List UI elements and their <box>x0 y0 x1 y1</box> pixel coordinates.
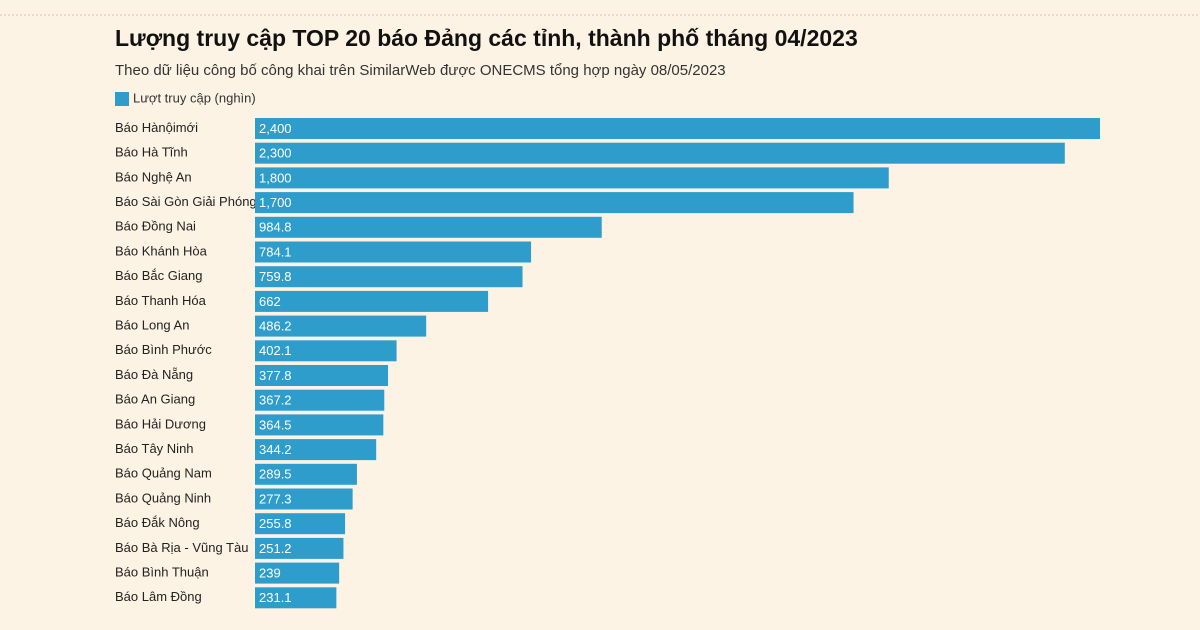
category-label: Báo Đắk Nông <box>115 515 200 530</box>
bar <box>255 315 427 337</box>
value-label: 289.5 <box>259 467 292 482</box>
category-label: Báo Thanh Hóa <box>115 293 207 308</box>
bar <box>255 488 353 510</box>
chart-title: Lượng truy cập TOP 20 báo Đảng các tỉnh,… <box>115 25 858 51</box>
category-label: Báo Long An <box>115 318 189 333</box>
category-label: Báo Quảng Nam <box>115 466 212 481</box>
bar <box>255 192 854 214</box>
value-label: 239 <box>259 566 281 581</box>
plot-area: Báo Hànộimới 2,400 Báo Hà Tĩnh 2,300 Báo Ngh… <box>115 118 1100 609</box>
category-label: Báo Tây Ninh <box>115 441 194 456</box>
value-label: 759.8 <box>259 269 292 284</box>
bar <box>255 290 489 312</box>
category-label: Báo Quảng Ninh <box>115 490 211 505</box>
category-label: Báo Hànộimới <box>115 120 198 135</box>
bar <box>255 167 889 189</box>
value-label: 984.8 <box>259 220 292 235</box>
bar <box>255 340 397 362</box>
category-label: Báo Lâm Đồng <box>115 589 202 604</box>
category-label: Báo Bình Thuận <box>115 565 209 580</box>
value-label: 377.8 <box>259 368 292 383</box>
bar <box>255 513 346 535</box>
bar <box>255 414 384 436</box>
category-label: Báo Đà Nẵng <box>115 367 193 382</box>
value-label: 344.2 <box>259 442 292 457</box>
category-label: Báo Bắc Giang <box>115 268 202 283</box>
bar <box>255 562 340 584</box>
value-label: 662 <box>259 294 281 309</box>
bar <box>255 142 1065 164</box>
bar <box>255 118 1100 139</box>
value-label: 784.1 <box>259 244 292 259</box>
category-label: Báo Bà Rịa - Vũng Tàu <box>115 540 248 555</box>
bar <box>255 463 357 485</box>
value-label: 364.5 <box>259 417 292 432</box>
category-label: Báo Đồng Nai <box>115 219 196 234</box>
legend-label: Lượt truy cập (nghìn) <box>133 90 256 105</box>
category-label: Báo Khánh Hòa <box>115 243 208 258</box>
category-label: Báo Nghệ An <box>115 169 192 184</box>
value-label: 1,800 <box>259 170 292 185</box>
bar <box>255 216 602 238</box>
bar <box>255 365 389 386</box>
category-label: Báo Bình Phước <box>115 342 212 357</box>
value-label: 231.1 <box>259 590 292 605</box>
value-label: 2,400 <box>259 121 292 136</box>
bar <box>255 266 523 288</box>
category-label: Báo Hà Tĩnh <box>115 145 188 160</box>
value-label: 251.2 <box>259 541 292 556</box>
chart-subtitle: Theo dữ liệu công bố công khai trên Simi… <box>115 62 726 79</box>
category-label: Báo Hải Dương <box>115 416 206 431</box>
value-label: 367.2 <box>259 393 292 408</box>
bar <box>255 537 344 559</box>
category-label: Báo An Giang <box>115 392 195 407</box>
value-label: 277.3 <box>259 491 292 506</box>
bar <box>255 241 532 263</box>
legend: Lượt truy cập (nghìn) <box>115 90 256 106</box>
bar <box>255 389 385 411</box>
category-label: Báo Sài Gòn Giải Phóng <box>115 194 257 209</box>
bar <box>255 439 377 461</box>
value-label: 402.1 <box>259 343 292 358</box>
legend-swatch <box>115 92 129 106</box>
value-label: 1,700 <box>259 195 292 210</box>
value-label: 255.8 <box>259 516 292 531</box>
bar <box>255 587 337 609</box>
value-label: 2,300 <box>259 146 292 161</box>
value-label: 486.2 <box>259 319 292 334</box>
